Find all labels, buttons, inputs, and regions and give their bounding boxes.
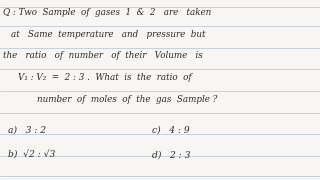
Text: the   ratio   of  number   of  their   Volume   is: the ratio of number of their Volume is xyxy=(3,51,202,60)
Text: b)  √2 : √3: b) √2 : √3 xyxy=(8,150,55,159)
Text: Q : Two  Sample  of  gases  1  &  2   are   taken: Q : Two Sample of gases 1 & 2 are taken xyxy=(3,8,211,17)
Text: d)   2 : 3: d) 2 : 3 xyxy=(152,150,190,159)
Text: number  of  moles  of  the  gas  Sample ?: number of moles of the gas Sample ? xyxy=(37,94,217,103)
Text: V₁ : V₂  =  2 : 3 .  What  is  the  ratio  of: V₁ : V₂ = 2 : 3 . What is the ratio of xyxy=(18,73,191,82)
Text: at   Same  temperature   and   pressure  but: at Same temperature and pressure but xyxy=(11,30,206,39)
Text: a)   3 : 2: a) 3 : 2 xyxy=(8,125,46,134)
Text: c)   4 : 9: c) 4 : 9 xyxy=(152,125,190,134)
